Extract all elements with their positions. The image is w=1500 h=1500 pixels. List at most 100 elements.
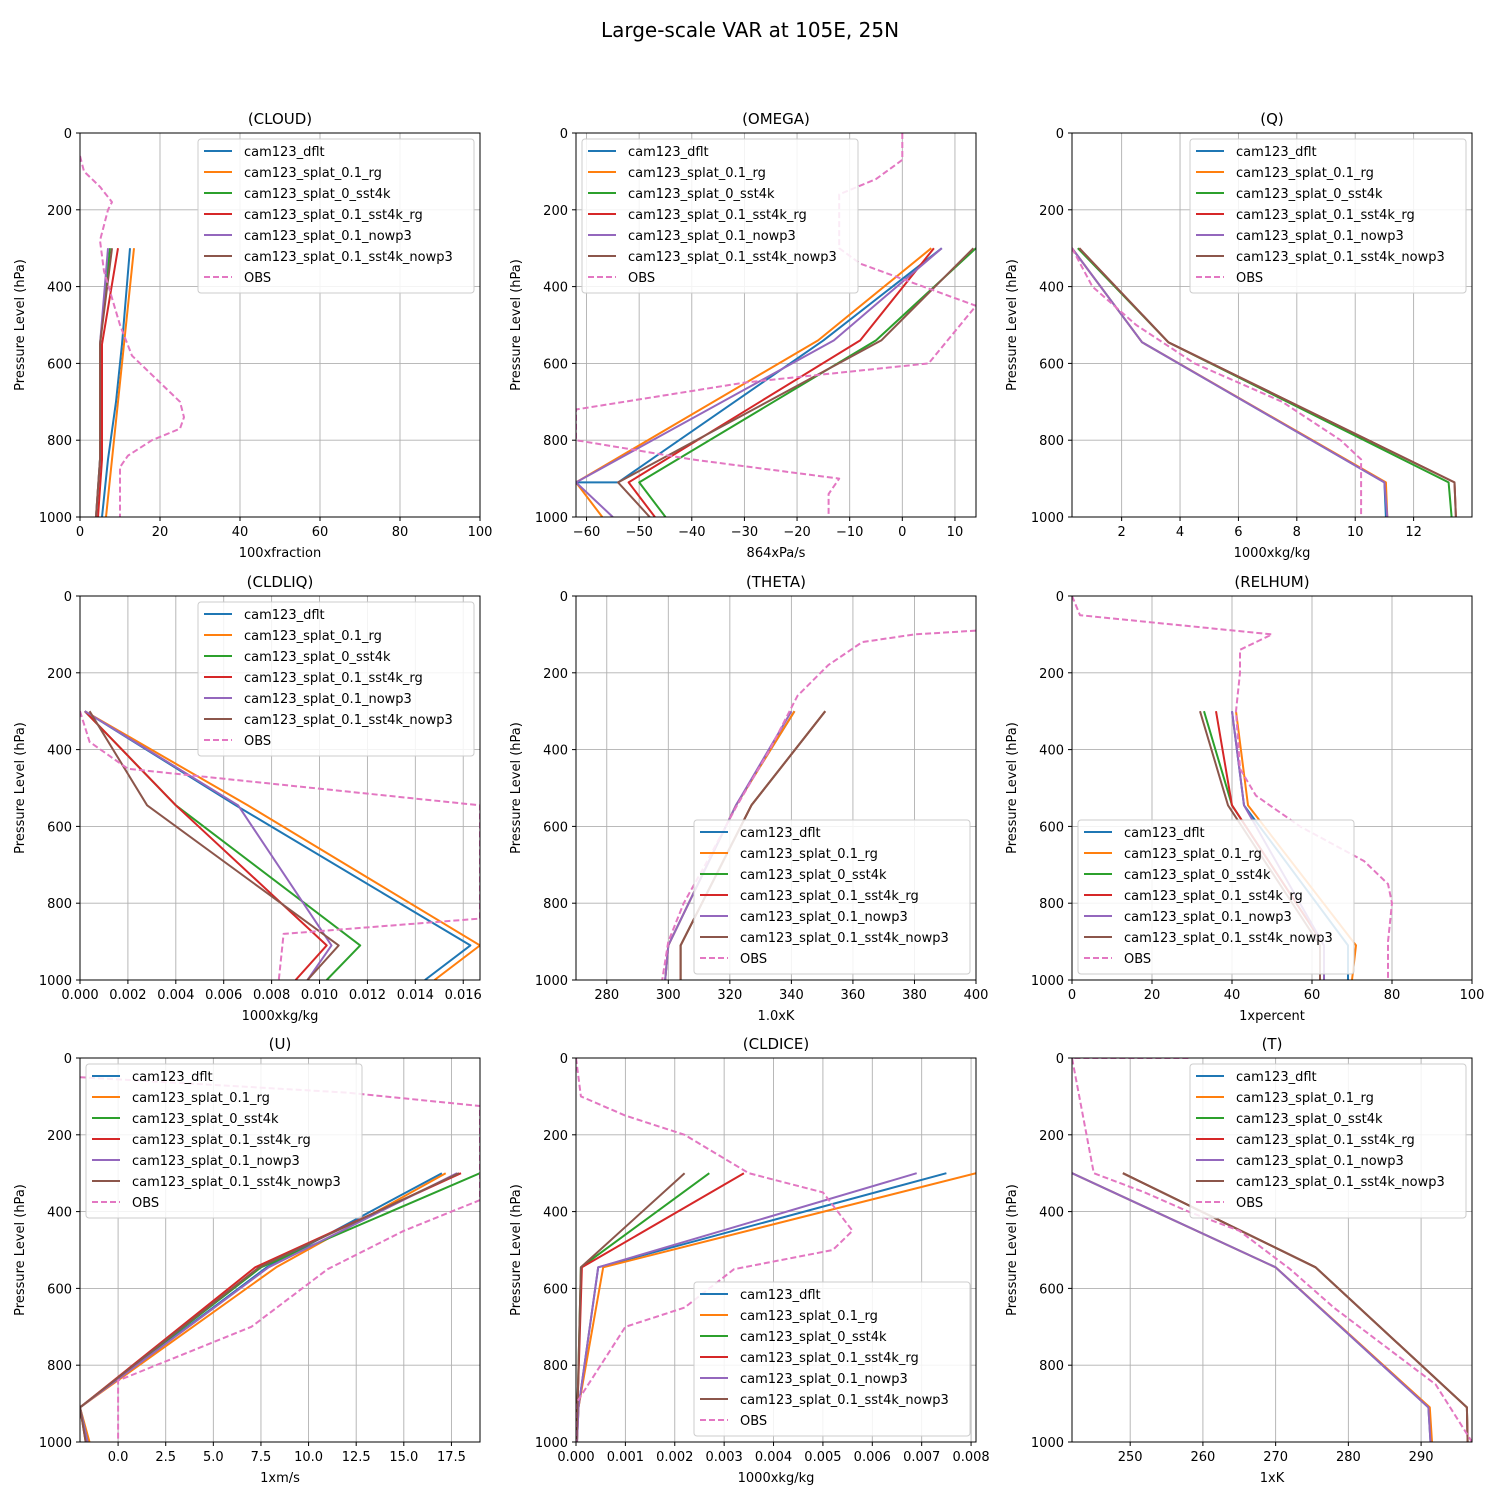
x-tick-label: 360: [841, 988, 866, 1003]
x-tick-label: 7.5: [251, 1450, 272, 1465]
y-tick-label: 200: [47, 204, 72, 219]
series-group: [1072, 247, 1457, 517]
x-tick-label: 280: [1336, 1450, 1361, 1465]
y-tick-label: 0: [560, 1052, 568, 1067]
y-tick-label: 800: [47, 897, 72, 912]
x-tick-label: 10: [947, 525, 964, 540]
x-tick-label: 0.002: [656, 1450, 693, 1465]
y-tick-label: 1000: [535, 974, 568, 989]
y-tick-label: 0: [1056, 127, 1064, 142]
legend-box: [1077, 819, 1355, 975]
y-tick-label: 800: [1039, 1359, 1064, 1374]
y-axis-label: Pressure Level (hPa): [509, 722, 524, 854]
legend-label: cam123_dflt: [740, 1288, 821, 1303]
x-tick-label: 300: [656, 988, 681, 1003]
legend-label: cam123_splat_0.1_sst4k_nowp3: [132, 1175, 341, 1190]
series-line-OBS: [576, 133, 976, 517]
subplot-title: (CLOUD): [248, 110, 312, 128]
legend-label: OBS: [740, 1414, 767, 1429]
legend-label: cam123_splat_0.1_rg: [740, 1309, 878, 1324]
x-tick-label: 380: [902, 988, 927, 1003]
y-tick-label: 400: [47, 744, 72, 759]
x-tick-label: 0: [1068, 988, 1076, 1003]
x-tick-label: 2: [1117, 525, 1125, 540]
legend-label: cam123_splat_0.1_nowp3: [628, 229, 796, 244]
legend-label: cam123_dflt: [1236, 1070, 1317, 1085]
y-tick-label: 400: [1039, 281, 1064, 296]
legend-label: OBS: [628, 271, 655, 286]
x-tick-label: 4: [1176, 525, 1184, 540]
y-axis-label: Pressure Level (hPa): [1005, 722, 1020, 854]
series-line-cam123_splat_0.1_sst4k_nowp3: [1122, 1172, 1469, 1442]
x-axis-label: 864xPa/s: [747, 546, 806, 561]
legend-label: OBS: [1236, 271, 1263, 286]
y-tick-label: 600: [1039, 357, 1064, 372]
x-axis-label: 1000xkg/kg: [1234, 546, 1311, 561]
y-tick-label: 200: [543, 1129, 568, 1144]
y-tick-label: 400: [543, 1206, 568, 1221]
y-tick-label: 200: [47, 667, 72, 682]
legend-label: cam123_splat_0.1_rg: [628, 166, 766, 181]
legend-label: cam123_splat_0.1_sst4k_rg: [132, 1133, 311, 1148]
y-tick-label: 600: [1039, 1282, 1064, 1297]
x-tick-label: 20: [1144, 988, 1161, 1003]
legend-label: cam123_splat_0_sst4k: [740, 1330, 887, 1345]
y-tick-label: 1000: [1031, 974, 1064, 989]
subplot-title: (Q): [1260, 110, 1284, 128]
x-tick-label: 10.0: [294, 1450, 323, 1465]
y-axis-label: Pressure Level (hPa): [509, 259, 524, 391]
subplot-title: (T): [1262, 1035, 1283, 1053]
y-tick-label: 0: [64, 127, 72, 142]
series-line-cam123_dflt: [576, 247, 943, 484]
subplot-t: (T) 250 260 270 280 290 0 200 400 600 800 1000 1xK Pr…: [1005, 1035, 1473, 1486]
y-axis-label: Pressure Level (hPa): [13, 722, 28, 854]
axes-frame: [1071, 1057, 1473, 1443]
x-tick-label: 60: [1304, 988, 1321, 1003]
y-axis-label: Pressure Level (hPa): [1005, 1184, 1020, 1316]
y-axis-label: Pressure Level (hPa): [1005, 259, 1020, 391]
series-line-cam123_splat_0.1_sst4k_nowp3: [1078, 247, 1457, 517]
y-axis-label: Pressure Level (hPa): [509, 1184, 524, 1316]
y-tick-label: 1000: [1031, 511, 1064, 526]
legend-box: [581, 138, 859, 294]
legend: cam123_dflt cam123_splat_0.1_rg cam123_spl…: [85, 1063, 363, 1219]
y-tick-label: 800: [1039, 897, 1064, 912]
y-tick-label: 0: [64, 590, 72, 605]
legend-label: cam123_splat_0.1_sst4k_rg: [628, 208, 807, 223]
legend-label: cam123_splat_0.1_rg: [132, 1091, 270, 1106]
x-tick-label: 260: [1190, 1450, 1215, 1465]
legend-label: cam123_splat_0_sst4k: [1124, 868, 1271, 883]
x-tick-label: 0.0: [108, 1450, 129, 1465]
legend-label: cam123_splat_0.1_sst4k_nowp3: [244, 250, 453, 265]
axes-frame: [1071, 595, 1473, 981]
x-tick-label: 0.014: [397, 988, 434, 1003]
axes-frame: [79, 595, 481, 981]
x-tick-label: 290: [1409, 1450, 1434, 1465]
subplot-q: (Q) 2 4 6 8 10 12 0 200 400 600 800 1000 1000xkg/kg Pr…: [1005, 110, 1473, 561]
series-line-cam123_splat_0.1_nowp3: [1072, 247, 1389, 517]
legend-label: cam123_splat_0.1_nowp3: [740, 1372, 908, 1387]
y-tick-label: 0: [560, 127, 568, 142]
y-tick-label: 800: [543, 897, 568, 912]
subplot-title: (U): [269, 1035, 292, 1053]
legend-label: cam123_dflt: [740, 826, 821, 841]
legend-label: cam123_splat_0.1_rg: [244, 166, 382, 181]
legend-label: cam123_dflt: [1236, 145, 1317, 160]
legend-label: cam123_splat_0_sst4k: [1236, 1112, 1383, 1127]
series-line-OBS: [1072, 247, 1363, 517]
y-tick-label: 400: [1039, 1206, 1064, 1221]
y-tick-label: 600: [543, 820, 568, 835]
y-tick-label: 800: [47, 434, 72, 449]
series-line-cam123_splat_0.1_sst4k_rg: [97, 248, 119, 517]
legend-label: cam123_splat_0_sst4k: [244, 187, 391, 202]
legend-label: cam123_splat_0.1_sst4k_nowp3: [628, 250, 837, 265]
y-tick-label: 1000: [39, 511, 72, 526]
series-group: [1072, 1058, 1472, 1442]
y-tick-label: 600: [47, 357, 72, 372]
legend-box: [1189, 1063, 1467, 1219]
y-tick-label: 400: [47, 281, 72, 296]
y-tick-label: 200: [1039, 667, 1064, 682]
legend-label: cam123_splat_0.1_sst4k_nowp3: [1236, 1175, 1445, 1190]
x-tick-label: −40: [678, 525, 705, 540]
